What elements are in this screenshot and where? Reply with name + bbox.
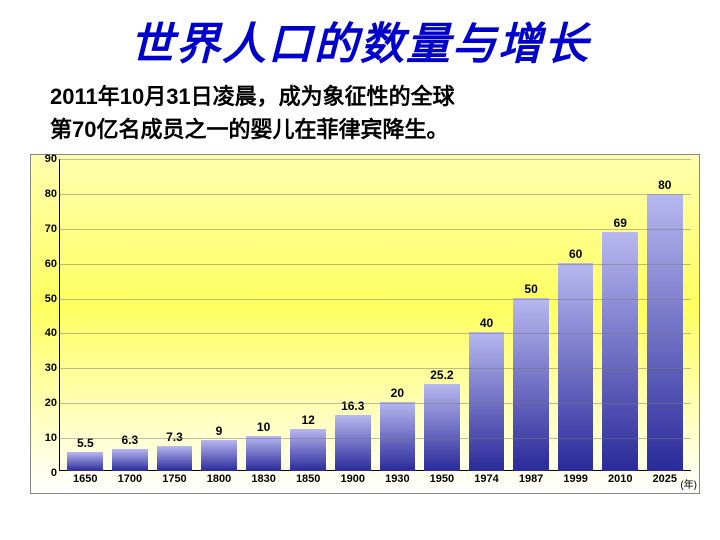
bar-slot: 60 [553,159,598,471]
bar-slot: 7.3 [152,159,197,471]
subtitle-line-1: 2011年10月31日凌晨，成为象征性的全球 [50,84,455,109]
y-tick-label: 60 [33,258,57,270]
y-tick-label: 70 [33,223,57,235]
bar-value-label: 12 [302,413,315,427]
x-labels: 1650170017501800183018501900193019501974… [59,473,691,491]
gridline [59,333,691,334]
page-title: 世界人口的数量与增长 [0,0,720,76]
x-tick-label: 1987 [509,473,554,491]
population-chart: 5.56.37.39101216.32025.24050606980 16501… [30,154,700,494]
y-tick-label: 80 [33,188,57,200]
bar-slot: 16.3 [330,159,375,471]
x-tick-label: 1650 [63,473,108,491]
bar-slot: 6.3 [108,159,153,471]
bar-value-label: 20 [391,386,404,400]
bars-container: 5.5 6.3 7.3 9 10 12 16.3 20 25.2 40 50 60 69 80 [59,159,691,471]
bar [112,449,148,471]
bar-value-label: 60 [569,247,582,261]
x-tick-label: 1930 [375,473,420,491]
gridline [59,299,691,300]
gridline [59,368,691,369]
bar [335,415,371,472]
bar-value-label: 6.3 [122,433,139,447]
bar-slot: 5.5 [63,159,108,471]
x-axis-unit: (年) [680,476,697,491]
y-tick-label: 0 [33,467,57,479]
bar [246,436,282,471]
y-tick-label: 40 [33,327,57,339]
bar [290,429,326,471]
x-tick-label: 1900 [330,473,375,491]
bar-value-label: 10 [257,420,270,434]
bar [380,402,416,471]
bar-slot: 25.2 [420,159,465,471]
y-tick-label: 10 [33,432,57,444]
gridline [59,438,691,439]
y-tick-label: 90 [33,153,57,165]
y-tick-label: 50 [33,293,57,305]
x-tick-label: 1974 [464,473,509,491]
bar-value-label: 50 [524,282,537,296]
bar [201,440,237,471]
gridline [59,159,691,160]
bar [67,452,103,471]
bar-value-label: 25.2 [430,368,453,382]
bar-slot: 20 [375,159,420,471]
x-tick-label: 1850 [286,473,331,491]
x-tick-label: 2010 [598,473,643,491]
bar-value-label: 16.3 [341,399,364,413]
bar [647,194,683,471]
bar-slot: 50 [509,159,554,471]
bar-value-label: 9 [216,424,223,438]
gridline [59,403,691,404]
bar-value-label: 40 [480,316,493,330]
bar [469,332,505,471]
x-tick-label: 1700 [108,473,153,491]
bar-slot: 69 [598,159,643,471]
plot-area: 5.5 6.3 7.3 9 10 12 16.3 20 25.2 40 50 60 69 80 [59,159,691,471]
gridline [59,229,691,230]
bar-slot: 9 [197,159,242,471]
bar [513,298,549,471]
bar [424,384,460,471]
bar-slot: 40 [464,159,509,471]
bar [558,263,594,471]
x-tick-label: 1800 [197,473,242,491]
x-tick-label: 1950 [420,473,465,491]
bar-slot: 80 [643,159,688,471]
bar [602,232,638,471]
bar-slot: 12 [286,159,331,471]
x-tick-label: 1830 [241,473,286,491]
bar-slot: 10 [241,159,286,471]
bar-value-label: 7.3 [166,430,183,444]
x-tick-label: 1999 [553,473,598,491]
subtitle: 2011年10月31日凌晨，成为象征性的全球 第70亿名成员之一的婴儿在菲律宾降… [0,76,720,154]
subtitle-line-2: 第70亿名成员之一的婴儿在菲律宾降生。 [50,117,448,142]
x-tick-label: 1750 [152,473,197,491]
gridline [59,194,691,195]
bar [157,446,193,471]
y-tick-label: 20 [33,397,57,409]
bar-value-label: 80 [658,178,671,192]
gridline [59,264,691,265]
y-tick-label: 30 [33,362,57,374]
bar-value-label: 69 [614,216,627,230]
